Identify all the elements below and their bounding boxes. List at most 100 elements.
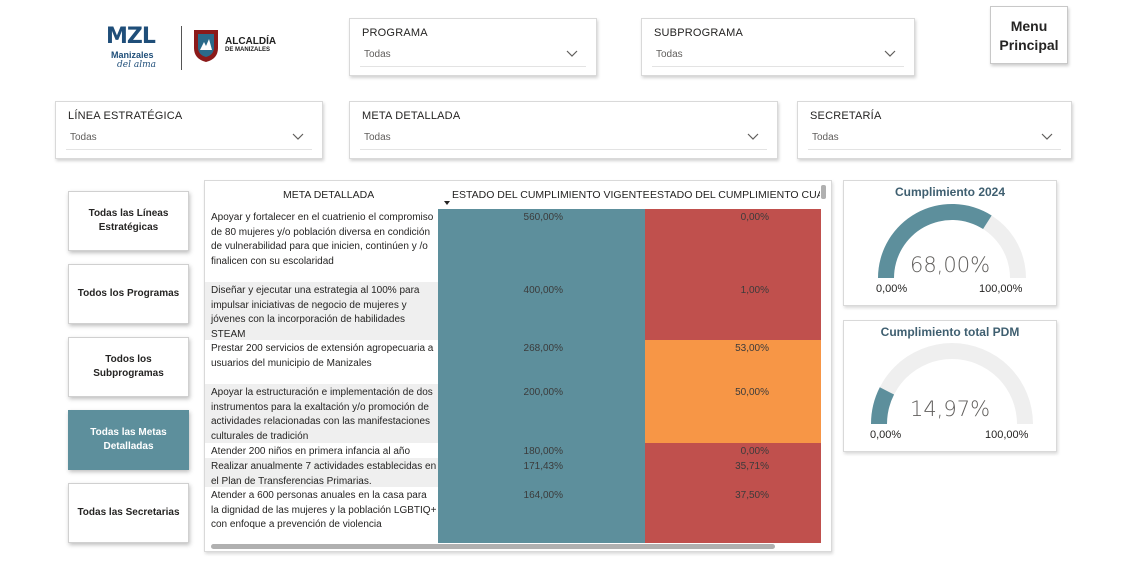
slicer-subprograma-value: Todas <box>656 49 683 60</box>
cell-vigente-value: 200,00% <box>523 387 563 398</box>
logo-line1: Manizales <box>111 50 154 60</box>
slicer-linea-dropdown[interactable]: Todas <box>66 126 312 150</box>
slicer-meta: META DETALLADA Todas <box>349 101 778 159</box>
row-background <box>205 443 438 458</box>
cell-cuatrienio-value: 1,00% <box>740 285 769 296</box>
nav-lineas-button[interactable]: Todas las Líneas Estratégicas <box>68 191 189 251</box>
logo-brand: MZL <box>106 24 156 49</box>
slicer-secretaria-title: SECRETARÍA <box>810 110 882 122</box>
slicer-meta-dropdown[interactable]: Todas <box>360 126 767 150</box>
row-background <box>205 458 438 487</box>
row-background <box>205 384 438 443</box>
cell-cuatrienio: 35,71% <box>645 458 821 487</box>
table-row[interactable]: Atender a 600 personas anuales en la cas… <box>205 487 831 543</box>
slicer-secretaria-value: Todas <box>812 132 839 143</box>
logo-divider <box>181 26 182 70</box>
horizontal-scrollbar[interactable] <box>211 544 775 549</box>
cell-vigente-value: 400,00% <box>523 285 563 296</box>
row-background <box>205 209 438 282</box>
cell-meta-detallada: Apoyar y fortalecer en el cuatrienio el … <box>211 212 434 267</box>
nav-programas-button[interactable]: Todos los Programas <box>68 264 189 324</box>
slicer-programa-title: PROGRAMA <box>362 27 428 39</box>
nav-metas-button[interactable]: Todas las Metas Detalladas <box>68 410 189 470</box>
cell-meta-detallada: Prestar 200 servicios de extensión agrop… <box>211 343 434 369</box>
cell-vigente: 180,00% <box>438 443 645 458</box>
row-background <box>205 487 438 543</box>
table-row[interactable]: Prestar 200 servicios de extensión agrop… <box>205 340 831 384</box>
cell-cuatrienio: 37,50% <box>645 487 821 543</box>
cell-vigente: 268,00% <box>438 340 645 384</box>
nav-secretarias-button[interactable]: Todas las Secretarias <box>68 483 189 543</box>
slicer-subprograma: SUBPROGRAMA Todas <box>641 18 915 76</box>
slicer-programa-dropdown[interactable]: Todas <box>360 43 586 67</box>
gauge-value-2024: 68,00% <box>909 253 991 277</box>
cell-cuatrienio-value: 37,50% <box>735 490 769 501</box>
metas-table: META DETALLADA ESTADO DEL CUMPLIMIENTO V… <box>204 180 832 552</box>
slicer-programa: PROGRAMA Todas <box>349 18 597 76</box>
gauge-track <box>871 343 1033 424</box>
column-header-meta[interactable]: META DETALLADA <box>283 189 375 201</box>
table-row[interactable]: Diseñar y ejecutar una estrategia al 100… <box>205 282 831 340</box>
cell-cuatrienio: 50,00% <box>645 384 821 443</box>
cell-meta-detallada: Diseñar y ejecutar una estrategia al 100… <box>211 285 420 340</box>
table-row[interactable]: Realizar anualmente 7 actividades establ… <box>205 458 831 487</box>
gauge-max-pdm: 100,00% <box>985 429 1029 441</box>
table-row[interactable]: Atender 200 niños en primera infancia al… <box>205 443 831 458</box>
chevron-down-icon <box>566 50 578 57</box>
row-background <box>205 340 438 384</box>
column-header-vigente[interactable]: ESTADO DEL CUMPLIMIENTO VIGENTE <box>452 189 650 201</box>
slicer-linea-value: Todas <box>70 132 97 143</box>
slicer-linea-title: LÍNEA ESTRATÉGICA <box>68 110 183 122</box>
slicer-programa-value: Todas <box>364 49 391 60</box>
logo: MZL Manizales del alma ALCALDÍA DE MANIZ… <box>100 22 290 74</box>
gauge-pdm <box>871 343 1033 424</box>
cell-meta-detallada: Atender 200 niños en primera infancia al… <box>211 446 411 457</box>
slicer-meta-title: META DETALLADA <box>362 110 461 122</box>
gauge-value-pdm: 14,97% <box>909 397 991 421</box>
cell-cuatrienio: 1,00% <box>645 282 821 340</box>
gauge-title-pdm: Cumplimiento total PDM <box>880 325 1020 339</box>
cell-cuatrienio: 0,00% <box>645 443 821 458</box>
menu-principal-button[interactable]: Menu Principal <box>990 6 1068 64</box>
table-body: Apoyar y fortalecer en el cuatrienio el … <box>205 209 831 543</box>
slicer-subprograma-title: SUBPROGRAMA <box>654 27 743 39</box>
chevron-down-icon <box>1041 133 1053 140</box>
cell-vigente-value: 268,00% <box>523 343 563 354</box>
column-header-cuatrienio[interactable]: ESTADO DEL CUMPLIMIENTO CUATR <box>650 189 820 201</box>
row-background <box>205 282 438 340</box>
cell-cuatrienio-value: 53,00% <box>735 343 769 354</box>
menu-principal-line2: Principal <box>999 37 1059 53</box>
slicer-subprograma-dropdown[interactable]: Todas <box>652 43 904 67</box>
cell-vigente-value: 171,43% <box>523 461 563 472</box>
slicer-meta-value: Todas <box>364 132 391 143</box>
cell-vigente-value: 180,00% <box>523 446 563 457</box>
gauge-fill <box>878 204 992 278</box>
chevron-down-icon <box>884 50 896 57</box>
cell-cuatrienio-value: 0,00% <box>740 212 769 223</box>
cell-meta-detallada: Apoyar la estructuración e implementació… <box>211 387 433 442</box>
table-row[interactable]: Apoyar la estructuración e implementació… <box>205 384 831 443</box>
cell-vigente: 164,00% <box>438 487 645 543</box>
cell-cuatrienio-value: 35,71% <box>735 461 769 472</box>
chevron-down-icon <box>747 133 759 140</box>
slicer-secretaria-dropdown[interactable]: Todas <box>808 126 1061 150</box>
vertical-scrollbar[interactable] <box>821 185 826 199</box>
gauge-min-pdm: 0,00% <box>870 429 902 441</box>
cell-vigente: 200,00% <box>438 384 645 443</box>
chevron-down-icon <box>292 133 304 140</box>
alcaldia-title: ALCALDÍA <box>225 36 277 47</box>
gauge-2024 <box>878 204 1026 278</box>
gauge-max-2024: 100,00% <box>979 283 1023 295</box>
nav-subprogramas-button[interactable]: Todos los Subprogramas <box>68 337 189 397</box>
table-row[interactable]: Apoyar y fortalecer en el cuatrienio el … <box>205 209 831 282</box>
gauge-card-pdm: Cumplimiento total PDM 14,97% 0,00% 100,… <box>843 320 1057 452</box>
gauge-min-2024: 0,00% <box>876 283 908 295</box>
cell-cuatrienio: 53,00% <box>645 340 821 384</box>
sort-desc-icon <box>444 201 450 205</box>
gauge-fill <box>871 387 895 424</box>
cell-vigente-value: 164,00% <box>523 490 563 501</box>
logo-line2: del alma <box>117 60 156 70</box>
cell-vigente: 400,00% <box>438 282 645 340</box>
cell-vigente: 560,00% <box>438 209 645 282</box>
cell-meta-detallada: Realizar anualmente 7 actividades establ… <box>211 461 437 487</box>
